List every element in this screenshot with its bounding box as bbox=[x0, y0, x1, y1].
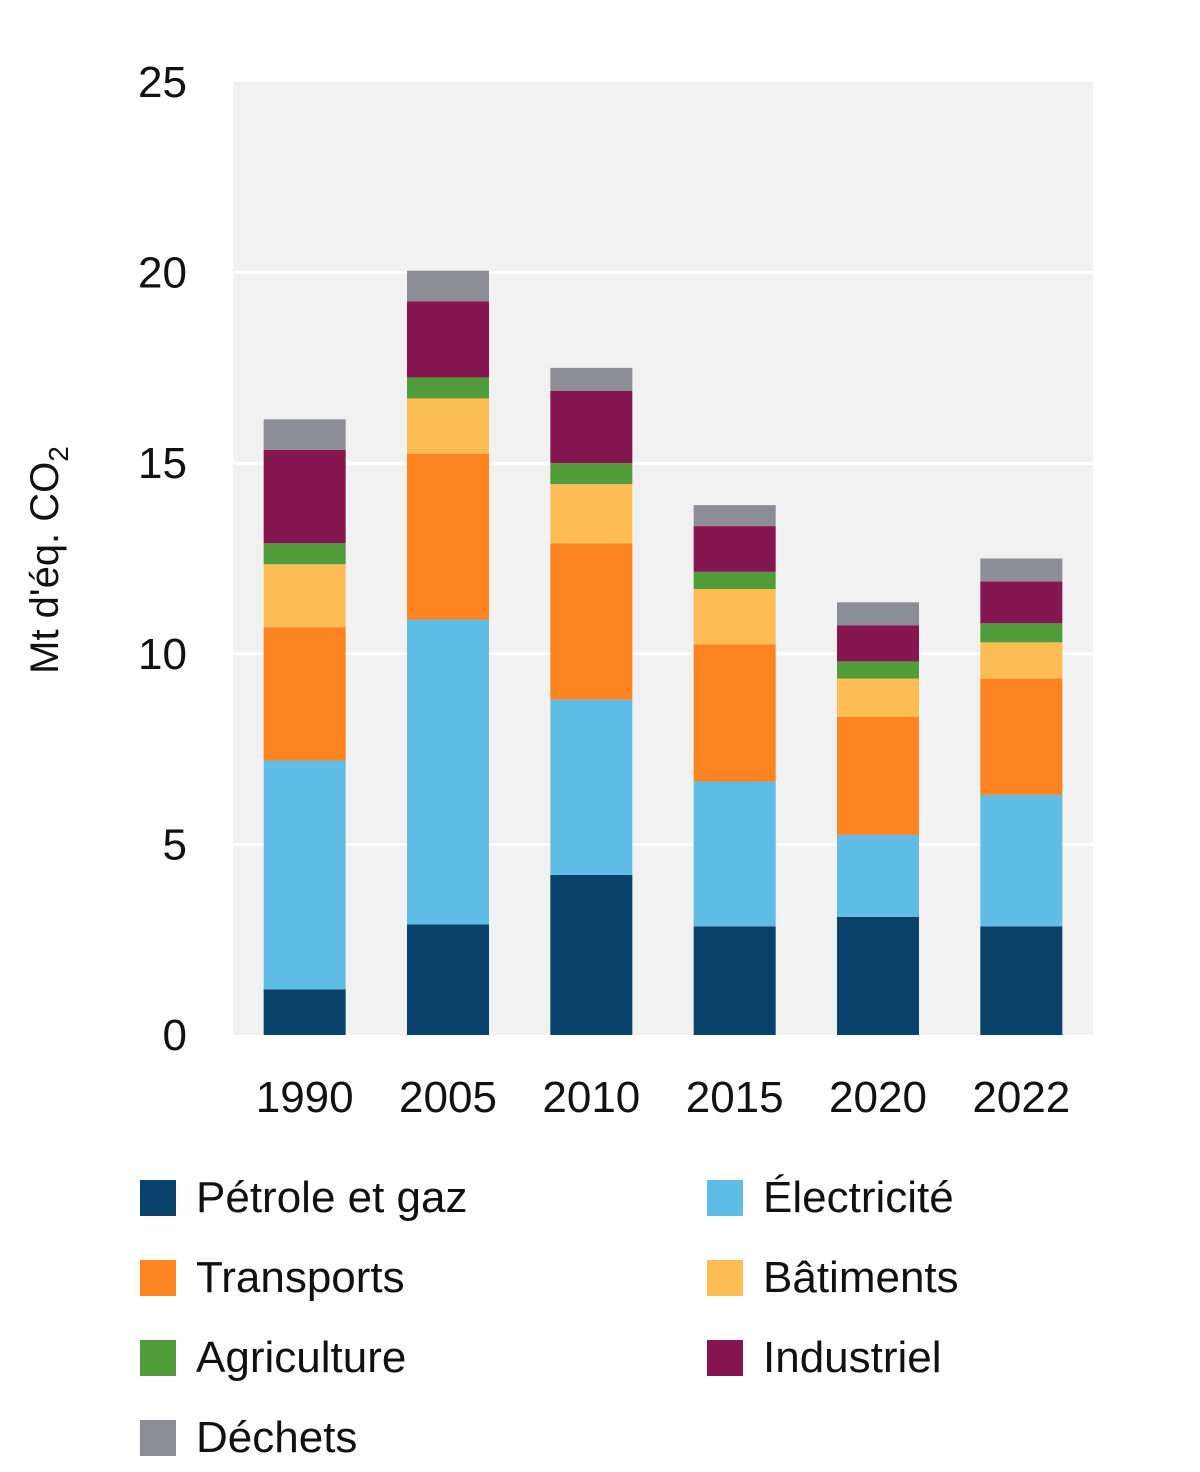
legend-swatch bbox=[707, 1340, 743, 1376]
x-axis-ticks: 1990 2005 2010 2015 2020 2022 bbox=[256, 1073, 1071, 1122]
bar-segment bbox=[263, 449, 346, 544]
chart-legend: Pétrole et gaz Électricité Transports Bâtim… bbox=[140, 1168, 1140, 1468]
bars bbox=[263, 270, 1063, 1035]
legend-item: Agriculture bbox=[140, 1328, 406, 1388]
y-axis-ticks: 0 5 10 15 20 25 bbox=[138, 58, 187, 1060]
legend-label: Déchets bbox=[196, 1413, 358, 1462]
bar-segment bbox=[693, 781, 776, 927]
bar-segment bbox=[693, 588, 776, 645]
bar-segment bbox=[980, 623, 1063, 643]
y-axis-title-main: Mt d'éq. CO bbox=[23, 462, 67, 674]
bar-segment bbox=[693, 526, 776, 572]
legend-swatch bbox=[707, 1260, 743, 1296]
legend-label: Bâtiments bbox=[763, 1253, 959, 1302]
y-tick-label: 5 bbox=[163, 820, 187, 869]
legend-swatch bbox=[140, 1180, 176, 1216]
y-axis-title-subscript: 2 bbox=[43, 446, 74, 462]
bar-segment bbox=[550, 484, 633, 544]
bar-segment bbox=[693, 926, 776, 1035]
y-tick-label: 20 bbox=[138, 249, 187, 298]
legend-label: Industriel bbox=[763, 1333, 942, 1382]
bar-segment bbox=[980, 642, 1063, 679]
bar-segment bbox=[263, 989, 346, 1035]
x-tick-label: 2010 bbox=[542, 1073, 640, 1122]
legend-swatch bbox=[140, 1420, 176, 1456]
legend-item: Électricité bbox=[707, 1168, 954, 1228]
legend-swatch bbox=[140, 1340, 176, 1376]
bar-segment bbox=[263, 564, 346, 628]
bar-segment bbox=[407, 924, 489, 1035]
bar-segment bbox=[980, 558, 1063, 582]
x-tick-label: 2015 bbox=[686, 1073, 784, 1122]
legend-label: Agriculture bbox=[196, 1333, 407, 1382]
bar-segment bbox=[263, 543, 346, 565]
x-tick-label: 2005 bbox=[399, 1073, 497, 1122]
bar-segment bbox=[550, 543, 633, 700]
bar-segment bbox=[980, 678, 1063, 795]
bar-segment bbox=[407, 619, 489, 925]
bar-segment bbox=[693, 644, 776, 782]
bar-segment bbox=[837, 602, 919, 626]
bar-segment bbox=[837, 678, 919, 717]
y-tick-label: 25 bbox=[138, 58, 187, 107]
legend-item: Bâtiments bbox=[707, 1248, 959, 1308]
bar-segment bbox=[550, 390, 633, 464]
y-axis-title: Mt d'éq. CO2 bbox=[23, 446, 74, 674]
stacked-bar-chart: 0 5 10 15 20 25 1990 2005 2010 2015 2020 2022 Mt d… bbox=[23, 58, 1093, 1122]
gridlines bbox=[233, 271, 1093, 846]
bar-segment bbox=[263, 760, 346, 990]
bar-segment bbox=[550, 874, 633, 1035]
bar-segment bbox=[407, 453, 489, 620]
bar-segment bbox=[980, 926, 1063, 1035]
bar-segment bbox=[407, 377, 489, 399]
legend-item: Industriel bbox=[707, 1328, 942, 1388]
x-tick-label: 2022 bbox=[972, 1073, 1070, 1122]
bar-segment bbox=[550, 463, 633, 485]
bar-segment bbox=[693, 505, 776, 527]
bar-segment bbox=[980, 581, 1063, 624]
x-tick-label: 2020 bbox=[829, 1073, 927, 1122]
bar-segment bbox=[550, 367, 633, 391]
bar-segment bbox=[837, 916, 919, 1035]
legend-label: Électricité bbox=[763, 1173, 954, 1222]
bar-segment bbox=[263, 419, 346, 450]
bar-segment bbox=[837, 716, 919, 835]
legend-swatch bbox=[140, 1260, 176, 1296]
legend-item: Déchets bbox=[140, 1408, 357, 1468]
bar-segment bbox=[263, 627, 346, 761]
legend-label: Transports bbox=[196, 1253, 405, 1302]
plot-area-background bbox=[233, 82, 1093, 1035]
legend-item: Transports bbox=[140, 1248, 405, 1308]
legend-item: Pétrole et gaz bbox=[140, 1168, 468, 1228]
legend-swatch bbox=[707, 1180, 743, 1216]
bar-segment bbox=[550, 699, 633, 875]
bar-segment bbox=[837, 625, 919, 662]
x-tick-label: 1990 bbox=[256, 1073, 354, 1122]
bar-segment bbox=[407, 398, 489, 454]
legend-label: Pétrole et gaz bbox=[196, 1173, 468, 1222]
bar-segment bbox=[837, 834, 919, 917]
bar-segment bbox=[407, 301, 489, 378]
bar-segment bbox=[407, 270, 489, 302]
bar-segment bbox=[693, 571, 776, 589]
bar-segment bbox=[837, 661, 919, 679]
y-tick-label: 0 bbox=[163, 1011, 187, 1060]
bar-segment bbox=[980, 794, 1063, 927]
y-tick-label: 15 bbox=[138, 439, 187, 488]
y-tick-label: 10 bbox=[138, 630, 187, 679]
